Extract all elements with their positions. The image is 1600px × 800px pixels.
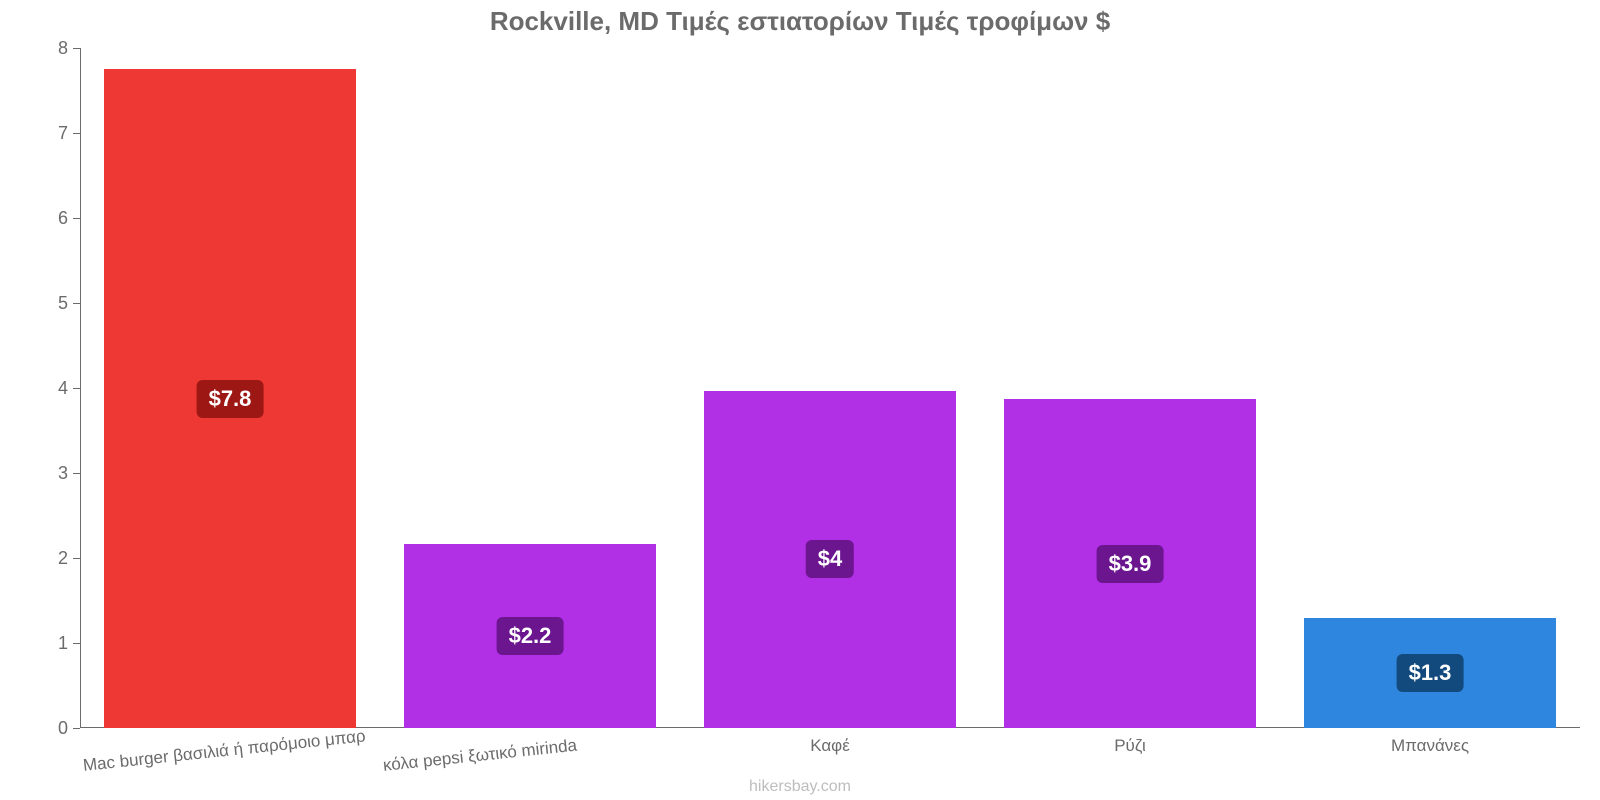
value-label: $2.2 xyxy=(497,617,564,655)
plot-area: 012345678$7.8Mac burger βασιλιά ή παρόμο… xyxy=(80,48,1580,728)
chart-container: Rockville, MD Τιμές εστιατορίων Τιμές τρ… xyxy=(0,0,1600,800)
category-label: Μπανάνες xyxy=(1391,736,1469,756)
chart-title: Rockville, MD Τιμές εστιατορίων Τιμές τρ… xyxy=(0,6,1600,37)
y-tick-label: 0 xyxy=(58,718,80,739)
y-tick-label: 1 xyxy=(58,633,80,654)
y-tick-label: 6 xyxy=(58,208,80,229)
category-label: κόλα pepsi ξωτικό mirinda xyxy=(382,736,578,776)
category-label: Mac burger βασιλιά ή παρόμοιο μπαρ xyxy=(82,726,367,776)
category-label: Καφέ xyxy=(810,736,850,756)
y-tick-label: 8 xyxy=(58,38,80,59)
y-tick-label: 5 xyxy=(58,293,80,314)
category-label: Ρύζι xyxy=(1114,736,1146,756)
value-label: $7.8 xyxy=(197,380,264,418)
y-tick-label: 2 xyxy=(58,548,80,569)
y-tick-label: 7 xyxy=(58,123,80,144)
chart-footer: hikersbay.com xyxy=(0,778,1600,796)
value-label: $3.9 xyxy=(1097,545,1164,583)
value-label: $4 xyxy=(806,540,854,578)
value-label: $1.3 xyxy=(1397,654,1464,692)
y-tick-label: 4 xyxy=(58,378,80,399)
y-tick-label: 3 xyxy=(58,463,80,484)
y-axis xyxy=(80,48,81,728)
